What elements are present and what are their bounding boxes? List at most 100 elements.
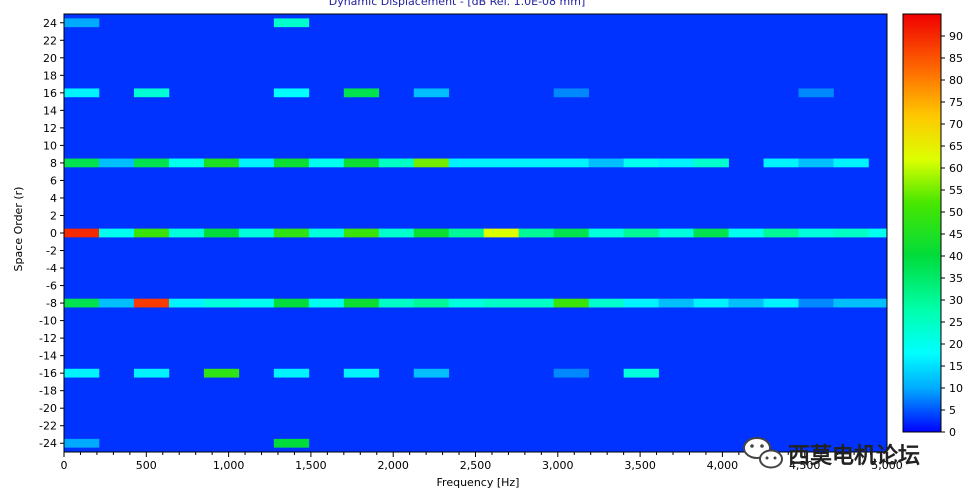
colorbar-segment bbox=[903, 269, 941, 272]
heatmap-cell bbox=[64, 88, 100, 98]
colorbar-segment bbox=[903, 80, 941, 83]
colorbar-segment bbox=[903, 108, 941, 112]
heatmap-cell bbox=[64, 158, 100, 168]
colorbar-segment bbox=[903, 229, 941, 233]
colorbar-segment bbox=[903, 212, 941, 215]
y-tick-label: 10 bbox=[43, 139, 57, 152]
heatmap-cell bbox=[98, 158, 135, 168]
colorbar-segment bbox=[903, 139, 941, 142]
colorbar-segment bbox=[903, 388, 941, 391]
colorbar-segment bbox=[903, 236, 941, 239]
colorbar-segment bbox=[903, 423, 941, 426]
colorbar-segment bbox=[903, 185, 941, 189]
colorbar-segment bbox=[903, 401, 941, 404]
colorbar-segment bbox=[903, 97, 941, 101]
y-tick-label: 20 bbox=[43, 52, 57, 65]
y-tick-label: 18 bbox=[43, 69, 57, 82]
colorbar-segment bbox=[903, 390, 941, 393]
colorbar-segment bbox=[903, 339, 941, 343]
colorbar-segment bbox=[903, 425, 941, 428]
colorbar-tick-label: 65 bbox=[949, 140, 963, 153]
y-axis-ticks: 242220181614121086420-2-4-6-8-10-12-14-1… bbox=[39, 17, 64, 450]
y-tick-label: -12 bbox=[39, 332, 57, 345]
heatmap-cell bbox=[308, 228, 345, 238]
heatmap-cell bbox=[413, 298, 450, 308]
colorbar-segment bbox=[903, 379, 941, 382]
colorbar-segment bbox=[903, 260, 941, 263]
heatmap-cell bbox=[693, 298, 729, 308]
colorbar-tick-label: 50 bbox=[949, 206, 963, 219]
colorbar-segment bbox=[903, 410, 941, 413]
colorbar-segment bbox=[903, 306, 941, 310]
colorbar-segment bbox=[903, 291, 941, 294]
colorbar-segment bbox=[903, 273, 941, 277]
heatmap-cell bbox=[868, 228, 888, 238]
y-tick-label: -2 bbox=[46, 245, 57, 258]
y-tick-label: -14 bbox=[39, 350, 57, 363]
colorbar-segment bbox=[903, 141, 941, 145]
colorbar-segment bbox=[903, 368, 941, 371]
colorbar-segment bbox=[903, 271, 941, 274]
y-tick-label: -6 bbox=[46, 280, 57, 293]
y-tick-label: 6 bbox=[50, 174, 57, 187]
colorbar-segment bbox=[903, 196, 941, 200]
colorbar-segment bbox=[903, 47, 941, 50]
colorbar-segment bbox=[903, 429, 941, 433]
colorbar-segment bbox=[903, 216, 941, 219]
colorbar-segment bbox=[903, 304, 941, 307]
colorbar-segment bbox=[903, 64, 941, 68]
heatmap-cell bbox=[238, 228, 275, 238]
heatmap-cell bbox=[168, 298, 205, 308]
colorbar-segment bbox=[903, 165, 941, 169]
y-tick-label: 22 bbox=[43, 34, 57, 47]
heatmap-cell bbox=[798, 88, 834, 98]
colorbar-segment bbox=[903, 209, 941, 213]
heatmap-cell bbox=[203, 228, 240, 238]
colorbar-segment bbox=[903, 117, 941, 120]
colorbar-segment bbox=[903, 218, 941, 222]
colorbar-segment bbox=[903, 49, 941, 52]
colorbar-segment bbox=[903, 93, 941, 96]
colorbar-tick-label: 20 bbox=[949, 338, 963, 351]
heatmap-cell bbox=[203, 368, 240, 378]
colorbar-segment bbox=[903, 242, 941, 246]
colorbar-segment bbox=[903, 102, 941, 105]
colorbar-segment bbox=[903, 282, 941, 285]
heatmap-cell bbox=[273, 298, 310, 308]
colorbar-segment bbox=[903, 75, 941, 79]
x-tick-label: 1,000 bbox=[213, 459, 245, 472]
heatmap-cell bbox=[588, 228, 624, 238]
colorbar-segment bbox=[903, 407, 941, 411]
colorbar-segment bbox=[903, 18, 941, 21]
colorbar-segment bbox=[903, 394, 941, 398]
colorbar-segment bbox=[903, 293, 941, 296]
heatmap-cell bbox=[483, 228, 520, 238]
colorbar-segment bbox=[903, 383, 941, 387]
colorbar-segment bbox=[903, 377, 941, 380]
colorbar-segment bbox=[903, 427, 941, 431]
colorbar-segment bbox=[903, 58, 941, 61]
heatmap-cell bbox=[728, 228, 764, 238]
colorbar-segment bbox=[903, 20, 941, 24]
y-tick-label: -20 bbox=[39, 402, 57, 415]
y-tick-label: 0 bbox=[50, 227, 57, 240]
colorbar bbox=[903, 14, 941, 433]
colorbar-segment bbox=[903, 174, 941, 178]
colorbar-segment bbox=[903, 126, 941, 129]
colorbar-segment bbox=[903, 361, 941, 365]
heatmap-cell bbox=[763, 298, 799, 308]
colorbar-segment bbox=[903, 359, 941, 362]
colorbar-segment bbox=[903, 150, 941, 153]
colorbar-segment bbox=[903, 115, 941, 118]
colorbar-segment bbox=[903, 324, 941, 327]
colorbar-segment bbox=[903, 418, 941, 422]
colorbar-segment bbox=[903, 416, 941, 420]
colorbar-tick-label: 45 bbox=[949, 228, 963, 241]
colorbar-tick-label: 0 bbox=[949, 426, 956, 439]
y-tick-label: 8 bbox=[50, 157, 57, 170]
heatmap-cell bbox=[133, 158, 170, 168]
colorbar-tick-label: 25 bbox=[949, 316, 963, 329]
colorbar-tick-label: 15 bbox=[949, 360, 963, 373]
heatmap-cell bbox=[483, 298, 520, 308]
colorbar-segment bbox=[903, 414, 941, 417]
